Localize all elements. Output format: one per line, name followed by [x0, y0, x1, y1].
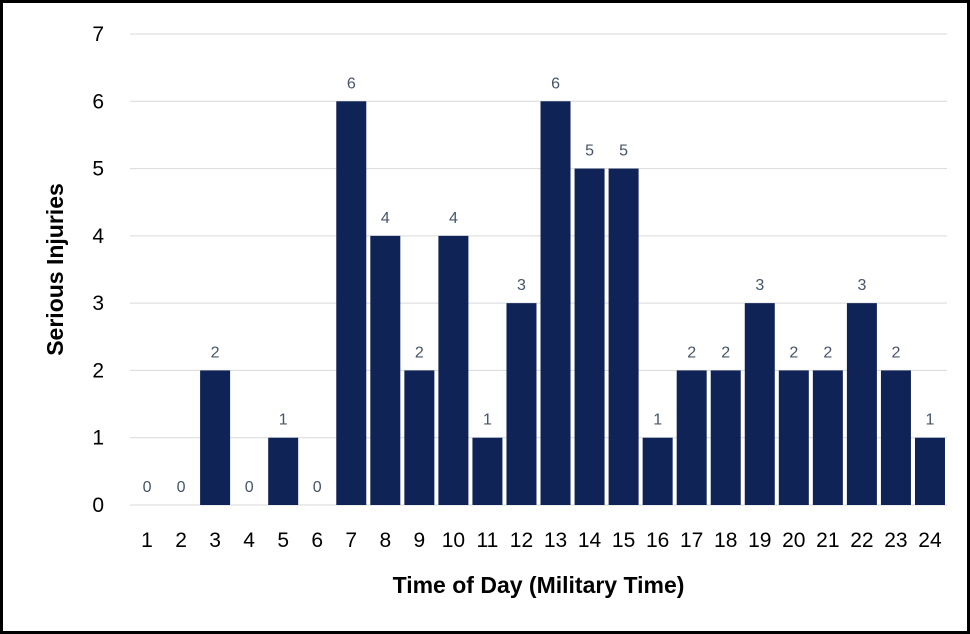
bars: [200, 101, 945, 506]
data-label: 6: [347, 75, 356, 92]
bar: [268, 437, 299, 505]
bar: [506, 303, 537, 505]
bar: [642, 437, 673, 505]
y-axis-title: Serious Injuries: [42, 183, 68, 356]
bar: [404, 370, 435, 505]
data-label: 2: [687, 344, 696, 361]
bar: [438, 235, 469, 505]
x-tick-label: 8: [379, 529, 391, 552]
y-tick-label: 2: [92, 359, 104, 382]
x-tick-label: 10: [442, 529, 465, 552]
bar: [676, 370, 707, 505]
bar: [846, 303, 877, 505]
x-tick-label: 9: [414, 529, 426, 552]
data-label: 5: [619, 143, 628, 160]
x-tick-label: 12: [510, 529, 533, 552]
bar: [336, 101, 367, 506]
y-tick-label: 6: [92, 90, 104, 113]
x-axis-title: Time of Day (Military Time): [393, 572, 685, 598]
x-tick-label: 1: [141, 529, 153, 552]
bar: [574, 168, 605, 506]
y-tick-label: 1: [92, 427, 104, 450]
bar: [778, 370, 809, 505]
bar: [472, 437, 503, 505]
x-tick-label: 14: [578, 529, 602, 552]
x-tick-label: 22: [850, 529, 873, 552]
data-label: 0: [245, 479, 254, 496]
data-label: 2: [891, 344, 900, 361]
data-label: 3: [755, 277, 764, 294]
y-tick-label: 0: [92, 494, 104, 517]
gridlines: [130, 33, 947, 506]
data-label: 6: [551, 75, 560, 92]
bar: [200, 370, 231, 505]
data-label: 0: [177, 479, 186, 496]
data-label: 1: [653, 412, 662, 429]
data-label: 5: [585, 143, 594, 160]
x-tick-label: 21: [816, 529, 839, 552]
data-label: 0: [313, 479, 322, 496]
x-tick-label: 6: [311, 529, 323, 552]
x-tick-label: 3: [209, 529, 221, 552]
x-tick-label: 24: [918, 529, 942, 552]
data-label: 1: [483, 412, 492, 429]
x-tick-label: 7: [345, 529, 357, 552]
data-label: 2: [211, 344, 220, 361]
x-tick-label: 11: [477, 529, 499, 552]
x-tick-label: 2: [175, 529, 187, 552]
x-axis-ticks: 1 2 3 4 5 6 7 8 9 10 11 12 13 14 15 16 17 18 19 20 21 22 23 24: [141, 529, 942, 552]
x-tick-label: 4: [243, 529, 255, 552]
bar: [914, 437, 945, 505]
data-label: 2: [823, 344, 832, 361]
bar: [744, 303, 775, 505]
data-label: 2: [721, 344, 730, 361]
bar: [710, 370, 741, 505]
data-label: 4: [449, 210, 458, 227]
data-label: 1: [279, 412, 288, 429]
x-tick-label: 20: [782, 529, 805, 552]
data-label: 2: [789, 344, 798, 361]
data-label: 1: [926, 412, 935, 429]
x-tick-label: 23: [884, 529, 907, 552]
y-tick-label: 3: [92, 292, 104, 315]
y-axis-ticks: 0 1 2 3 4 5 6 7: [92, 23, 104, 517]
x-tick-label: 17: [680, 529, 703, 552]
bar: [540, 101, 571, 506]
bar: [370, 235, 401, 505]
data-label: 3: [517, 277, 526, 294]
x-tick-label: 19: [748, 529, 771, 552]
y-tick-label: 5: [92, 158, 104, 181]
data-label: 3: [857, 277, 866, 294]
data-label: 2: [415, 344, 424, 361]
y-tick-label: 7: [92, 23, 104, 46]
bar: [608, 168, 639, 506]
x-tick-label: 15: [612, 529, 635, 552]
x-tick-label: 18: [714, 529, 737, 552]
x-tick-label: 5: [277, 529, 289, 552]
x-tick-label: 13: [544, 529, 567, 552]
data-labels: 0 0 2 0 1 0 6 4 2 4 1 3 6 5 5 1 2 2 3 2 2 3 2 1: [143, 75, 935, 496]
bar: [812, 370, 843, 505]
data-label: 4: [381, 210, 390, 227]
data-label: 0: [143, 479, 152, 496]
x-tick-label: 16: [646, 529, 669, 552]
y-tick-label: 4: [92, 225, 104, 248]
bar: [880, 370, 911, 505]
